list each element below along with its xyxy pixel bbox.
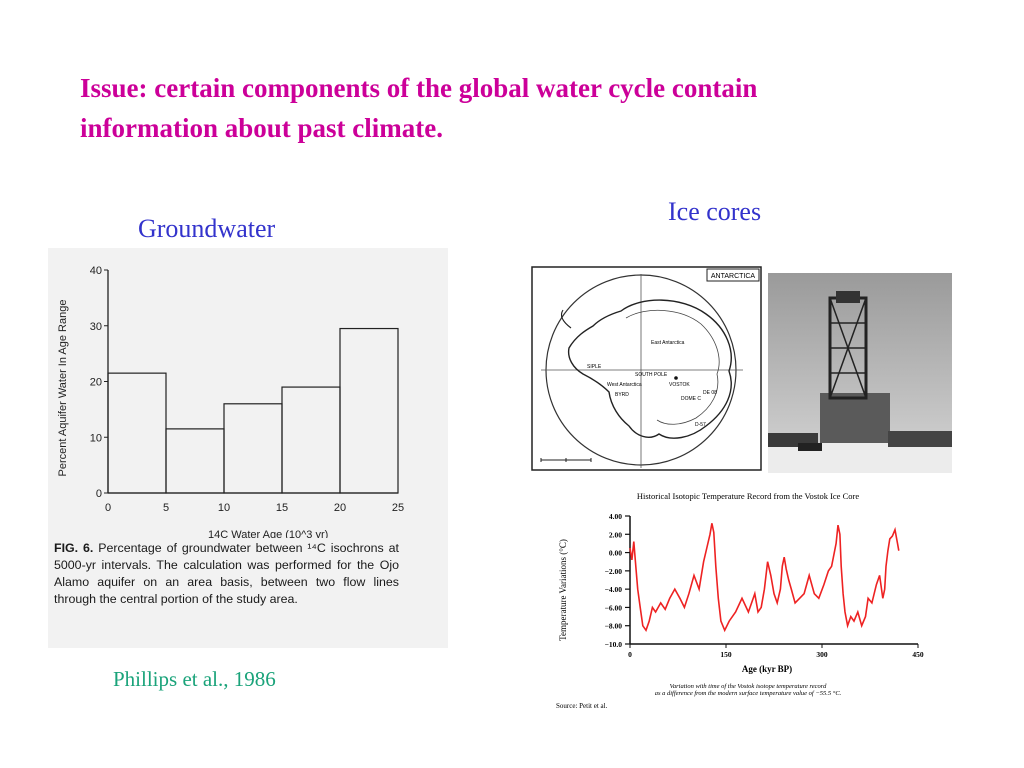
- vostok-caption-1: Variation with time of the Vostok isotop…: [670, 683, 827, 690]
- vostok-x-tick-label: 150: [720, 650, 732, 659]
- vostok-xlabel: Age (kyr BP): [742, 664, 792, 674]
- vostok-title: Historical Isotopic Temperature Record f…: [637, 491, 859, 501]
- vostok-y-tick-label: −4.00: [605, 585, 623, 594]
- gw-x-tick-label: 0: [105, 502, 111, 514]
- groundwater-caption: FIG. 6. Percentage of groundwater betwee…: [54, 540, 399, 608]
- vostok-caption-2: as a difference from the modern surface …: [655, 690, 842, 697]
- map-title: ANTARCTICA: [711, 273, 756, 280]
- page-title: Issue: certain components of the global …: [80, 68, 960, 148]
- gw-x-tick-label: 15: [276, 502, 288, 514]
- vostok-y-tick-label: −2.00: [605, 567, 623, 576]
- title-line-2: information about past climate.: [80, 113, 443, 143]
- groundwater-label: Groundwater: [138, 214, 276, 243]
- ice-cores-label: Ice cores: [668, 197, 762, 226]
- vostok-x-tick-label: 0: [628, 650, 632, 659]
- gw-x-tick-label: 10: [218, 502, 230, 514]
- map-label-byrd: BYRD: [615, 392, 629, 398]
- map-label-d57: D-57: [695, 422, 706, 428]
- vostok-y-tick-label: −6.00: [605, 603, 623, 612]
- antarctica-map: ANTARCTICA East Antarctica West Antarcti…: [531, 266, 762, 471]
- map-label-south-pole: SOUTH POLE: [635, 372, 668, 378]
- vostok-ylabel: Temperature Variations (°C): [558, 539, 568, 641]
- vostok-y-tick-label: −10.0: [605, 640, 623, 649]
- caption-text: Percentage of groundwater between ¹⁴C is…: [54, 541, 400, 606]
- gw-y-tick-label: 40: [90, 265, 102, 277]
- ice-core-drilling-photo: [768, 273, 952, 473]
- gw-bar: [165, 428, 225, 494]
- title-line-1: Issue: certain components of the global …: [80, 73, 758, 103]
- caption-figure-number: FIG. 6.: [54, 541, 94, 555]
- vostok-temperature-chart: Historical Isotopic Temperature Record f…: [556, 491, 924, 710]
- map-label-de08: DE 08: [703, 390, 717, 396]
- vostok-series-line: [629, 523, 900, 633]
- map-label-siple: SIPLE: [587, 364, 602, 370]
- gw-x-tick-label: 20: [334, 502, 346, 514]
- vostok-y-tick-label: 4.00: [609, 512, 622, 521]
- groundwater-figure: [48, 248, 448, 648]
- gw-bar: [281, 386, 341, 494]
- vostok-source: Source: Petit et al.: [556, 702, 608, 710]
- map-label-east-antarctica: East Antarctica: [651, 340, 685, 346]
- gw-y-tick-label: 30: [90, 321, 102, 333]
- groundwater-ylabel: Percent Aquifer Water In Age Range: [57, 300, 69, 477]
- gw-x-tick-label: 5: [163, 502, 169, 514]
- vostok-y-tick-label: −8.00: [605, 622, 623, 631]
- citation-credit: Phillips et al., 1986: [113, 667, 276, 691]
- map-label-vostok: VOSTOK: [669, 382, 690, 388]
- groundwater-xlabel: 14C Water Age (10^3 yr): [208, 529, 328, 538]
- gw-y-tick-label: 10: [90, 432, 102, 444]
- vostok-x-tick-label: 450: [912, 650, 924, 659]
- map-coastline: [567, 299, 732, 439]
- map-label-west-antarctica: West Antarctica: [607, 382, 642, 388]
- gw-y-tick-label: 0: [96, 488, 102, 500]
- gw-x-tick-label: 25: [392, 502, 404, 514]
- gw-bar: [339, 327, 399, 494]
- vostok-x-tick-label: 300: [816, 650, 828, 659]
- vostok-y-tick-label: 2.00: [609, 530, 622, 539]
- groundwater-chart: 0 10 20 30 40 0 5 10 15 20 25 Percent Aquifer Wate…: [57, 265, 404, 538]
- map-label-dome-c: DOME C: [681, 396, 701, 402]
- gw-bar: [107, 372, 167, 494]
- vostok-y-tick-label: 0.00: [609, 549, 622, 558]
- gw-y-tick-label: 20: [90, 377, 102, 389]
- gw-bar: [223, 403, 283, 494]
